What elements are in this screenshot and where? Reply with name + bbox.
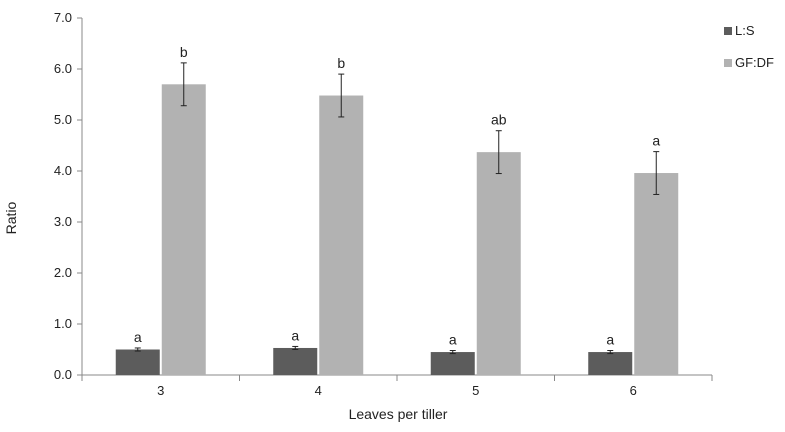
significance-label: b xyxy=(180,44,188,60)
x-tick-label: 5 xyxy=(472,383,479,398)
y-tick-label: 3.0 xyxy=(54,214,72,229)
bar xyxy=(588,352,633,375)
legend-label: L:S xyxy=(735,23,755,38)
x-axis: 3 4 5 6 xyxy=(81,374,713,398)
legend-label: GF:DF xyxy=(735,55,774,70)
error-bars xyxy=(134,62,660,355)
y-tick-label: 0.0 xyxy=(54,367,72,382)
y-tick-label: 6.0 xyxy=(54,61,72,76)
x-tick-label: 3 xyxy=(157,383,164,398)
y-tick-label: 1.0 xyxy=(54,316,72,331)
legend: L:S GF:DF xyxy=(724,23,774,70)
significance-label: ab xyxy=(491,112,507,128)
significance-label: a xyxy=(449,332,457,348)
bars xyxy=(115,84,679,376)
significance-label: a xyxy=(652,133,660,149)
significance-label: a xyxy=(291,327,299,343)
bar xyxy=(319,95,364,376)
y-tick-label: 2.0 xyxy=(54,265,72,280)
bar xyxy=(430,352,475,375)
x-tick-label: 6 xyxy=(630,383,637,398)
bar xyxy=(634,173,679,375)
x-axis-title: Leaves per tiller xyxy=(349,406,448,422)
y-axis: 0.0 1.0 2.0 3.0 4.0 5.0 6.0 7.0 xyxy=(54,10,83,382)
y-tick-label: 4.0 xyxy=(54,163,72,178)
bar xyxy=(115,349,160,375)
legend-swatch xyxy=(724,27,732,35)
y-axis-title: Ratio xyxy=(3,201,19,234)
y-tick-label: 5.0 xyxy=(54,112,72,127)
significance-label: a xyxy=(134,329,142,345)
bar xyxy=(273,347,318,375)
significance-label: b xyxy=(337,55,345,71)
bar xyxy=(476,152,521,375)
legend-swatch xyxy=(724,59,732,67)
significance-label: a xyxy=(606,332,614,348)
y-tick-label: 7.0 xyxy=(54,10,72,25)
bar xyxy=(161,84,206,376)
x-tick-label: 4 xyxy=(315,383,322,398)
